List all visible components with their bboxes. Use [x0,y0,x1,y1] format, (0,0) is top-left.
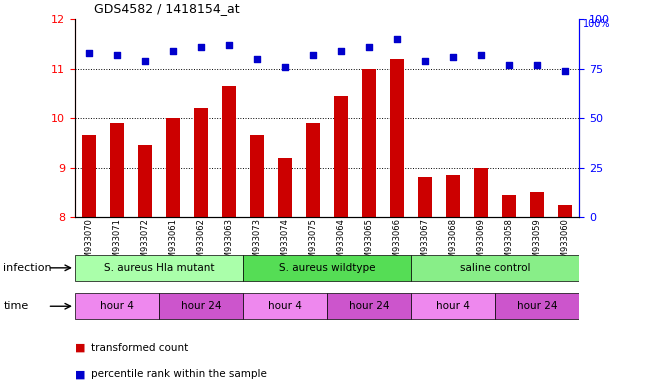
Text: saline control: saline control [460,263,531,273]
Bar [418,177,432,217]
Bar [306,123,320,217]
Point [308,52,318,58]
Text: infection: infection [3,263,52,273]
Bar [75,255,243,281]
Bar [278,158,292,217]
Text: hour 4: hour 4 [436,301,470,311]
Point [84,50,94,56]
Bar [110,123,124,217]
Bar [446,175,460,217]
Point [420,58,430,64]
Point [168,48,178,54]
Bar [411,293,495,319]
Bar [222,86,236,217]
Bar [327,293,411,319]
Bar [243,293,327,319]
Bar [243,255,411,281]
Point [196,44,206,50]
Text: hour 4: hour 4 [100,301,134,311]
Point [532,61,542,68]
Bar [475,167,488,217]
Bar [250,136,264,217]
Bar [362,69,376,217]
Text: hour 24: hour 24 [517,301,558,311]
Point [252,56,262,62]
Text: ■: ■ [75,369,85,379]
Bar [159,293,243,319]
Bar [495,293,579,319]
Point [504,61,514,68]
Point [392,36,402,42]
Text: GDS4582 / 1418154_at: GDS4582 / 1418154_at [94,2,240,15]
Point [280,64,290,70]
Point [112,52,122,58]
Text: hour 24: hour 24 [181,301,221,311]
Point [140,58,150,64]
Point [336,48,346,54]
Bar [194,108,208,217]
Bar [411,255,579,281]
Bar [503,195,516,217]
Point [560,68,570,74]
Text: time: time [3,301,29,311]
Point [224,42,234,48]
Bar [334,96,348,217]
Text: transformed count: transformed count [91,343,188,353]
Bar [559,205,572,217]
Text: ■: ■ [75,343,85,353]
Point [448,54,458,60]
Bar [166,118,180,217]
Bar [75,293,159,319]
Text: 100%: 100% [583,19,610,29]
Bar [390,59,404,217]
Point [364,44,374,50]
Text: percentile rank within the sample: percentile rank within the sample [91,369,267,379]
Bar [138,145,152,217]
Text: S. aureus wildtype: S. aureus wildtype [279,263,376,273]
Text: hour 24: hour 24 [349,301,389,311]
Bar [82,136,96,217]
Bar [531,192,544,217]
Text: S. aureus Hla mutant: S. aureus Hla mutant [104,263,214,273]
Point [476,52,486,58]
Text: hour 4: hour 4 [268,301,302,311]
